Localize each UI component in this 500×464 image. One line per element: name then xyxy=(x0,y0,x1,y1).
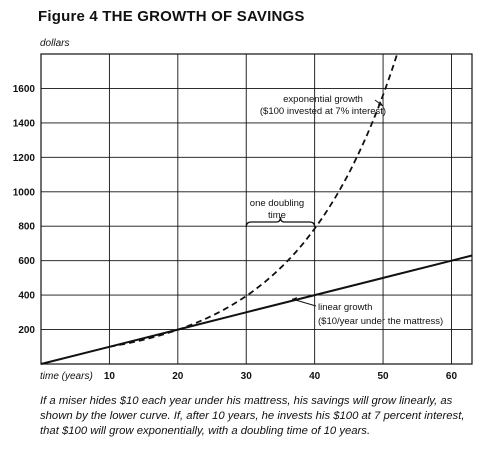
annotations: exponential growth ($100 invested at 7% i… xyxy=(245,94,443,327)
exponential-annotation: exponential growth ($100 invested at 7% i… xyxy=(260,94,386,117)
figure-caption: If a miser hides $10 each year under his… xyxy=(40,395,465,437)
tick-labels: 10 20 30 40 50 60 200 400 600 800 1000 1200 1400 1600 xyxy=(13,84,458,382)
x-tick-label: 10 xyxy=(104,371,116,382)
y-tick-label: 600 xyxy=(18,256,35,267)
figure-title: Figure 4 THE GROWTH OF SAVINGS xyxy=(38,8,305,25)
y-tick-label: 1400 xyxy=(13,118,36,129)
y-tick-label: 1600 xyxy=(13,84,36,95)
x-tick-label: 20 xyxy=(172,371,184,382)
linear-growth-line xyxy=(40,254,473,365)
y-axis-label: dollars xyxy=(40,38,69,49)
y-tick-label: 800 xyxy=(18,222,35,233)
y-tick-label: 1200 xyxy=(13,153,36,164)
data-series xyxy=(40,55,473,365)
linear-annotation: linear growth ($10/year under the mattres… xyxy=(318,302,443,327)
x-tick-label: 30 xyxy=(241,371,253,382)
x-tick-label: 50 xyxy=(378,371,390,382)
x-tick-label: 60 xyxy=(446,371,458,382)
exponential-arrowhead xyxy=(378,101,383,106)
y-tick-label: 200 xyxy=(18,325,35,336)
growth-chart: 10 20 30 40 50 60 200 400 600 800 1000 1200 1400 1600… xyxy=(13,38,473,382)
doubling-time-annotation: one doubling time xyxy=(250,198,304,221)
y-tick-label: 1000 xyxy=(13,187,36,198)
doubling-bracket xyxy=(245,216,316,228)
axes xyxy=(40,53,473,365)
linear-arrowhead xyxy=(292,297,297,301)
x-tick-label: 40 xyxy=(309,371,321,382)
exponential-growth-line xyxy=(109,55,398,348)
y-tick-label: 400 xyxy=(18,291,35,302)
plot-frame xyxy=(40,53,473,365)
x-axis-label: time (years) xyxy=(40,371,93,382)
